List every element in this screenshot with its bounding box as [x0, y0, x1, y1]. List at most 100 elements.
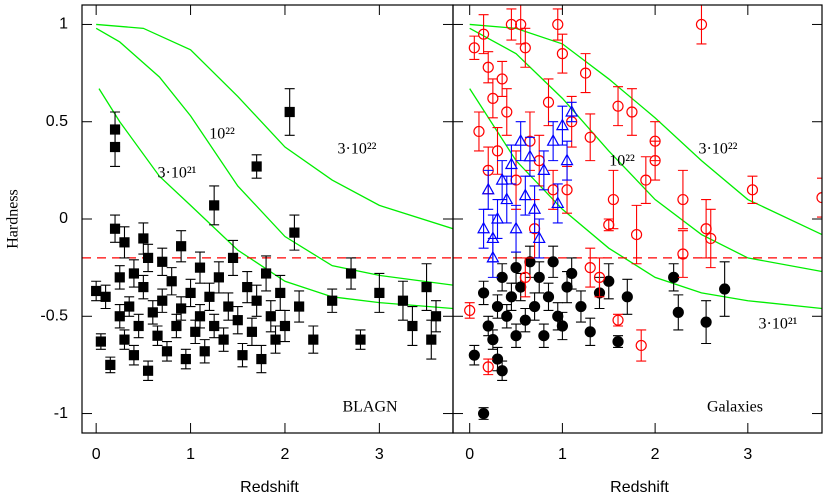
- point: [279, 320, 291, 332]
- error-bar: [580, 53, 591, 94]
- error-bar: [506, 8, 517, 41]
- point: [464, 304, 476, 317]
- point: [242, 281, 253, 293]
- point: [133, 320, 144, 332]
- point: [626, 106, 638, 118]
- x-tick-label: 2: [281, 446, 290, 463]
- point: [555, 118, 569, 131]
- point: [672, 306, 684, 318]
- point: [407, 320, 418, 332]
- point: [519, 314, 531, 326]
- plot-area: [82, 23, 453, 382]
- point: [528, 202, 542, 214]
- point: [556, 48, 569, 60]
- y-tick-label: -1: [54, 405, 68, 422]
- point: [294, 301, 305, 312]
- point: [345, 268, 357, 279]
- point: [630, 228, 643, 241]
- point: [719, 283, 731, 295]
- point: [275, 287, 286, 299]
- point: [91, 285, 102, 297]
- point: [477, 407, 490, 420]
- error-bar: [613, 86, 624, 127]
- point: [157, 295, 168, 306]
- point: [504, 157, 518, 170]
- point: [496, 271, 508, 283]
- error-bar: [562, 140, 573, 181]
- error-bar: [613, 313, 624, 327]
- point: [100, 291, 111, 302]
- point: [621, 291, 633, 303]
- point: [593, 271, 606, 283]
- point: [128, 350, 140, 361]
- point: [486, 250, 500, 263]
- point: [289, 227, 300, 238]
- x-tick-label: 1: [186, 446, 195, 463]
- point: [491, 353, 504, 365]
- point: [495, 172, 509, 185]
- point: [514, 133, 528, 146]
- point: [199, 346, 210, 357]
- point: [538, 330, 550, 342]
- point: [612, 335, 624, 348]
- error-bar: [501, 88, 512, 136]
- error-bar: [626, 88, 637, 136]
- point: [746, 184, 759, 196]
- point: [327, 295, 338, 306]
- point: [124, 301, 135, 312]
- point: [218, 334, 229, 345]
- point: [109, 141, 121, 153]
- error-bar: [478, 14, 489, 55]
- point: [532, 231, 546, 244]
- error-bar: [520, 27, 531, 68]
- error-bar: [487, 78, 498, 119]
- point: [209, 320, 220, 332]
- point: [584, 131, 596, 143]
- point: [649, 135, 661, 147]
- point: [237, 350, 248, 361]
- annotation: 3·10²¹: [759, 316, 798, 333]
- point: [95, 336, 106, 347]
- error-bar: [677, 169, 688, 230]
- point: [603, 219, 615, 231]
- point: [171, 320, 182, 332]
- point: [477, 287, 490, 299]
- point: [161, 346, 173, 357]
- error-bar: [548, 169, 559, 210]
- point: [677, 193, 689, 206]
- point: [246, 326, 258, 337]
- error-bar: [543, 78, 554, 127]
- point: [510, 262, 522, 274]
- point: [260, 268, 272, 279]
- point: [114, 272, 125, 283]
- point: [114, 311, 125, 322]
- point: [430, 311, 442, 322]
- error-bar: [487, 237, 498, 278]
- point: [147, 307, 158, 318]
- point: [166, 276, 177, 287]
- point: [816, 192, 822, 204]
- annotation: Galaxies: [707, 399, 763, 416]
- y-tick-label: 1: [59, 16, 68, 33]
- point: [138, 281, 149, 293]
- point: [612, 314, 624, 326]
- error-bar: [492, 127, 503, 175]
- model-curve: [469, 27, 822, 273]
- point: [426, 334, 437, 345]
- point: [551, 196, 565, 209]
- point: [695, 18, 708, 31]
- point: [552, 18, 564, 31]
- point: [505, 18, 518, 31]
- y-axis-label: Hardness: [5, 189, 22, 249]
- point: [518, 188, 532, 201]
- point: [546, 133, 560, 146]
- point: [468, 42, 480, 54]
- point: [491, 300, 504, 313]
- y-tick-label: 0: [59, 210, 68, 227]
- error-bar: [515, 5, 526, 45]
- point: [227, 252, 239, 264]
- error-bar: [631, 204, 642, 265]
- point: [509, 221, 523, 234]
- model-curve: [469, 88, 822, 310]
